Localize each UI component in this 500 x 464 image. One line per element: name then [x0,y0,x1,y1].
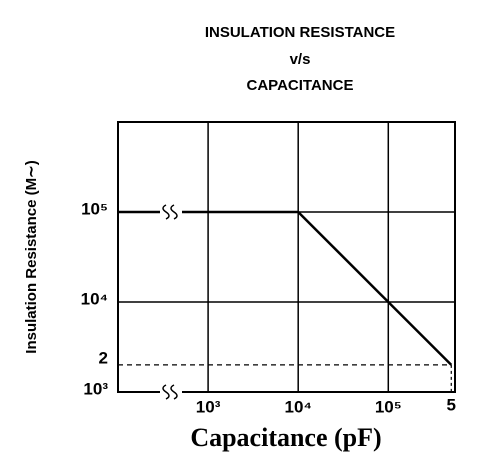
x-axis-label: Capacitance (pF) [190,423,381,452]
series-line [118,210,453,366]
y-tick-label: 10⁴ [81,289,108,308]
x-guide-label: 5 [447,395,456,414]
chart-title: INSULATION RESISTANCE [205,24,395,41]
chart-title: v/s [290,51,311,68]
y-guide-label: 2 [99,348,108,367]
y-tick-label: 10⁵ [81,199,108,218]
x-tick-label: 10⁵ [375,397,402,416]
chart-title: CAPACITANCE [247,77,354,94]
y-axis-label: Insulation Resistance (M∼) [23,160,40,353]
axis-breaks [160,204,182,400]
y-tick-label: 10³ [83,379,108,398]
x-tick-label: 10⁴ [285,397,312,416]
x-tick-label: 10³ [196,397,221,416]
plot-frame [117,121,456,393]
